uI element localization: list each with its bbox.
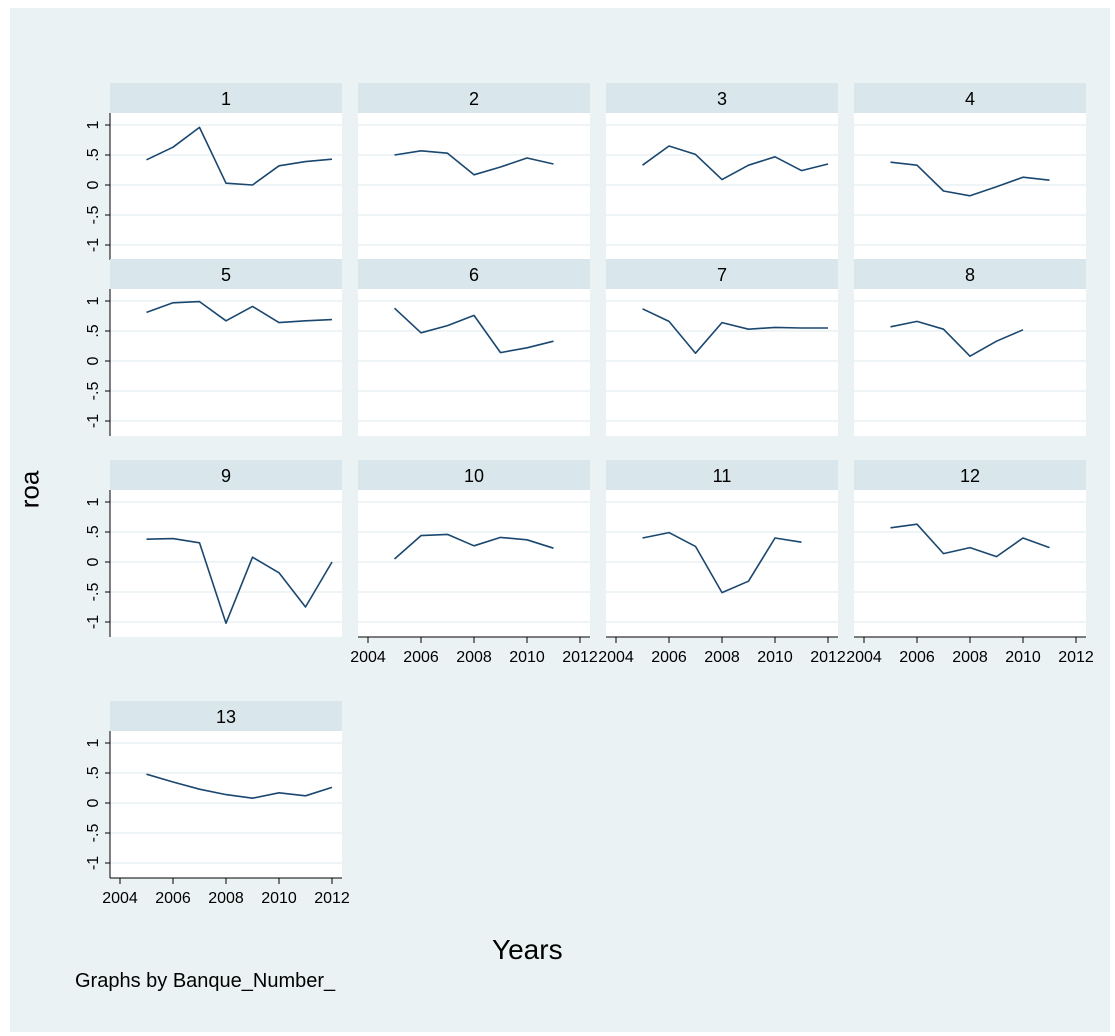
x-tick-label: 2010	[509, 649, 545, 666]
panel-title: 9	[221, 466, 231, 486]
panel-title: 1	[221, 89, 231, 109]
y-tick-label: 1	[85, 497, 102, 506]
panel-title: 4	[965, 89, 975, 109]
x-tick-label: 2008	[456, 649, 492, 666]
panel-header	[854, 460, 1086, 490]
plot-region	[358, 113, 590, 260]
y-tick-label: -1	[85, 238, 102, 252]
panel-title: 11	[713, 466, 732, 486]
plot-region	[854, 113, 1086, 260]
x-tick-label: 2012	[562, 649, 598, 666]
y-tick-label: -.5	[85, 382, 102, 401]
x-tick-label: 2006	[651, 649, 687, 666]
y-tick-label: -1	[85, 856, 102, 870]
y-axis-label: roa	[14, 470, 45, 509]
panel-title: 10	[464, 466, 484, 486]
series-line	[393, 307, 554, 354]
x-tick-label: 2012	[314, 890, 350, 907]
plot-region	[358, 289, 590, 436]
panel-title: 8	[965, 265, 975, 285]
x-axis-label: Years	[492, 934, 563, 965]
plot-region	[854, 289, 1086, 436]
series-line	[146, 773, 333, 800]
panel-header	[606, 259, 838, 289]
plot-region	[110, 113, 342, 260]
small-multiples-chart: 1-1-.50.512 3 45-1-.50.516 7 89-1-.50.511020…	[85, 83, 1094, 907]
plot-region	[854, 490, 1086, 637]
series-line	[146, 126, 333, 186]
series-line	[642, 531, 802, 594]
figure-background: 1 -1 -.5 0.5 1 2 3 4 5 -1 -.5 0.5 1 6 7 8 9 -1 -.5 0.5 1 10 20…	[10, 8, 1110, 1032]
series-line	[890, 523, 1050, 558]
series-line	[394, 150, 554, 176]
y-tick-label: .5	[85, 766, 102, 779]
panel-header	[854, 83, 1086, 113]
plot-region	[358, 490, 590, 637]
panel-header	[358, 259, 590, 289]
panel-title: 13	[216, 707, 236, 727]
x-tick-label: 2004	[350, 649, 386, 666]
series-line	[393, 533, 554, 560]
panel-title: 2	[469, 89, 479, 109]
series-line	[890, 161, 1050, 197]
y-tick-label: -.5	[85, 583, 102, 602]
x-tick-label: 2008	[704, 649, 740, 666]
x-tick-label: 2004	[598, 649, 634, 666]
panel-header	[110, 460, 342, 490]
panel-header	[606, 460, 838, 490]
y-tick-label: 0	[85, 356, 102, 365]
panel-header	[110, 701, 342, 731]
plot-region	[606, 289, 838, 436]
plot-region	[606, 113, 838, 260]
plot-region	[110, 731, 342, 878]
y-tick-label: 0	[85, 180, 102, 189]
panel-header	[854, 259, 1086, 289]
y-tick-label: .5	[85, 148, 102, 161]
y-tick-label: 1	[85, 296, 102, 305]
x-tick-label: 2004	[102, 890, 138, 907]
x-tick-label: 2004	[846, 649, 882, 666]
series-line	[146, 537, 333, 625]
plot-region	[110, 490, 342, 637]
x-tick-label: 2012	[810, 649, 846, 666]
series-line	[146, 300, 333, 324]
series-line	[642, 308, 828, 355]
plot-region	[606, 490, 838, 637]
panel-header	[606, 83, 838, 113]
y-tick-label: .5	[85, 525, 102, 538]
x-tick-label: 2012	[1058, 649, 1094, 666]
y-tick-label: 1	[85, 120, 102, 129]
y-tick-label: -.5	[85, 206, 102, 225]
graphs-by-note: Graphs by Banque_Number_	[75, 970, 336, 992]
panel-title: 3	[717, 89, 727, 109]
x-tick-label: 2010	[261, 890, 297, 907]
y-tick-label: -.5	[85, 824, 102, 843]
x-tick-label: 2006	[899, 649, 935, 666]
plot-region	[110, 289, 342, 436]
y-tick-label: 0	[85, 798, 102, 807]
panel-title: 5	[221, 265, 231, 285]
panel-title: 12	[960, 466, 980, 486]
y-tick-label: .5	[85, 324, 102, 337]
x-tick-label: 2008	[208, 890, 244, 907]
x-tick-label: 2010	[1005, 649, 1041, 666]
panel-title: 6	[469, 265, 479, 285]
panel-header	[358, 460, 590, 490]
y-tick-label: 1	[85, 738, 102, 747]
x-tick-label: 2006	[403, 649, 439, 666]
y-tick-label: 0	[85, 557, 102, 566]
y-tick-label: -1	[85, 615, 102, 629]
x-tick-label: 2008	[952, 649, 988, 666]
x-tick-label: 2010	[757, 649, 793, 666]
x-tick-label: 2006	[155, 890, 191, 907]
panel-header	[110, 83, 342, 113]
panel-header	[358, 83, 590, 113]
panel-title: 7	[717, 265, 727, 285]
series-line	[890, 320, 1024, 358]
panel-header	[110, 259, 342, 289]
y-tick-label: -1	[85, 414, 102, 428]
series-line	[642, 145, 829, 181]
